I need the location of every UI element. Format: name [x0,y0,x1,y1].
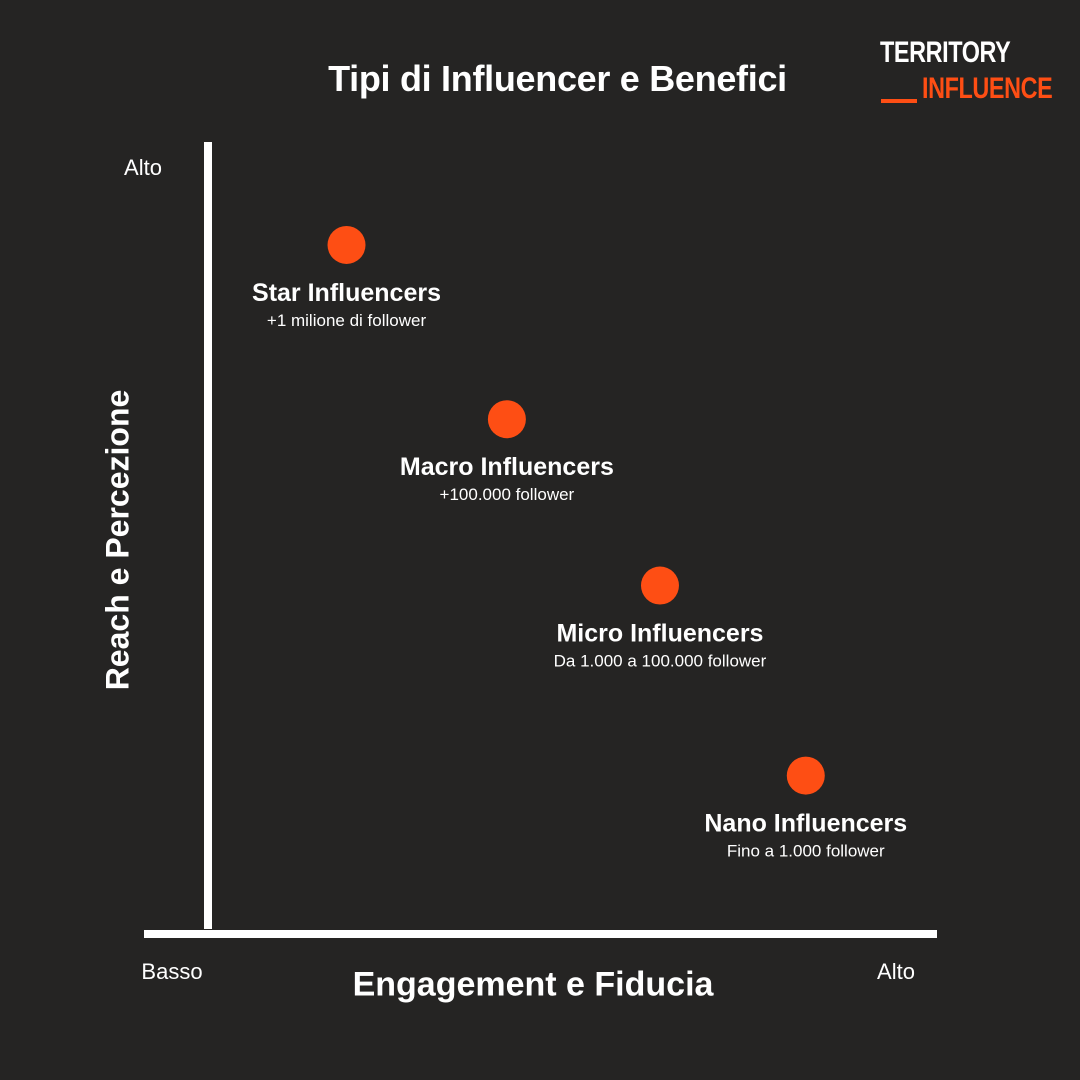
x-tick-label-left: Basso [141,959,203,984]
point-sublabel-4: Fino a 1.000 follower [727,842,885,861]
point-sublabel-3: Da 1.000 a 100.000 follower [554,652,767,671]
point-marker-2 [487,400,526,439]
y-tick-label-top: Alto [124,155,162,180]
point-label-2: Macro Influencers [400,453,614,481]
logo-dash [881,99,917,103]
point-label-3: Micro Influencers [556,620,763,648]
point-sublabel-1: +1 milione di follower [267,311,427,330]
logo-line-1: TERRITORY [880,36,1011,69]
points-layer: Star Influencers +1 milione di follower Ma… [252,225,907,861]
point-marker-1 [327,225,366,264]
x-tick-label-right: Alto [877,959,915,984]
territory-influence-logo: TERRITORY INFLUENCE [880,36,1053,108]
chart-title: Tipi di Influencer e Benefici [328,58,787,99]
point-label-1: Star Influencers [252,279,441,307]
point-sublabel-2: +100.000 follower [440,485,575,504]
point-label-4: Nano Influencers [704,810,907,838]
logo-line-2: INFLUENCE [922,72,1053,105]
point-marker-4 [786,756,825,795]
point-marker-3 [640,566,679,605]
x-axis-label: Engagement e Fiducia [352,965,714,1004]
